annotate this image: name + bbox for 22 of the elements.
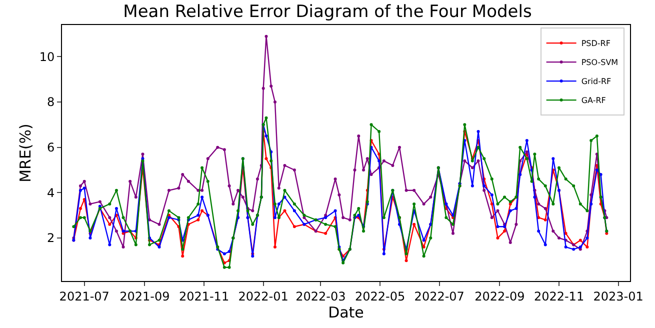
x-tick-label: 2022-07 bbox=[414, 289, 464, 304]
y-tick-label: 8 bbox=[46, 95, 55, 110]
y-tick-label: 10 bbox=[39, 50, 55, 64]
x-tick-label: 2022-09 bbox=[474, 289, 525, 304]
y-axis-title: MRE(%) bbox=[16, 124, 35, 182]
y-tick-label: 4 bbox=[46, 186, 55, 200]
x-axis-title: Date bbox=[328, 303, 364, 322]
x-tick-label: 2021-09 bbox=[120, 289, 170, 304]
y-tick-label: 6 bbox=[46, 140, 55, 155]
legend-label: PSD-RF bbox=[581, 39, 611, 48]
x-tick-label: 2023-01 bbox=[593, 289, 644, 304]
x-tick-label: 2021-07 bbox=[59, 289, 110, 304]
x-tick-label: 2022-01 bbox=[238, 289, 288, 304]
legend-label: Grid-RF bbox=[581, 77, 612, 86]
legend-label: PSO-SVM bbox=[581, 58, 618, 68]
x-tick-label: 2022-11 bbox=[534, 289, 584, 304]
x-tick-label: 2021-11 bbox=[178, 289, 230, 304]
x-tick-label: 2022-05 bbox=[354, 289, 406, 304]
legend-label: GA-RF bbox=[581, 96, 606, 106]
y-tick-label: 2 bbox=[46, 231, 55, 246]
chart-title: Mean Relative Error Diagram of the Four Models bbox=[123, 2, 532, 22]
x-tick-label: 2022-03 bbox=[296, 289, 346, 304]
